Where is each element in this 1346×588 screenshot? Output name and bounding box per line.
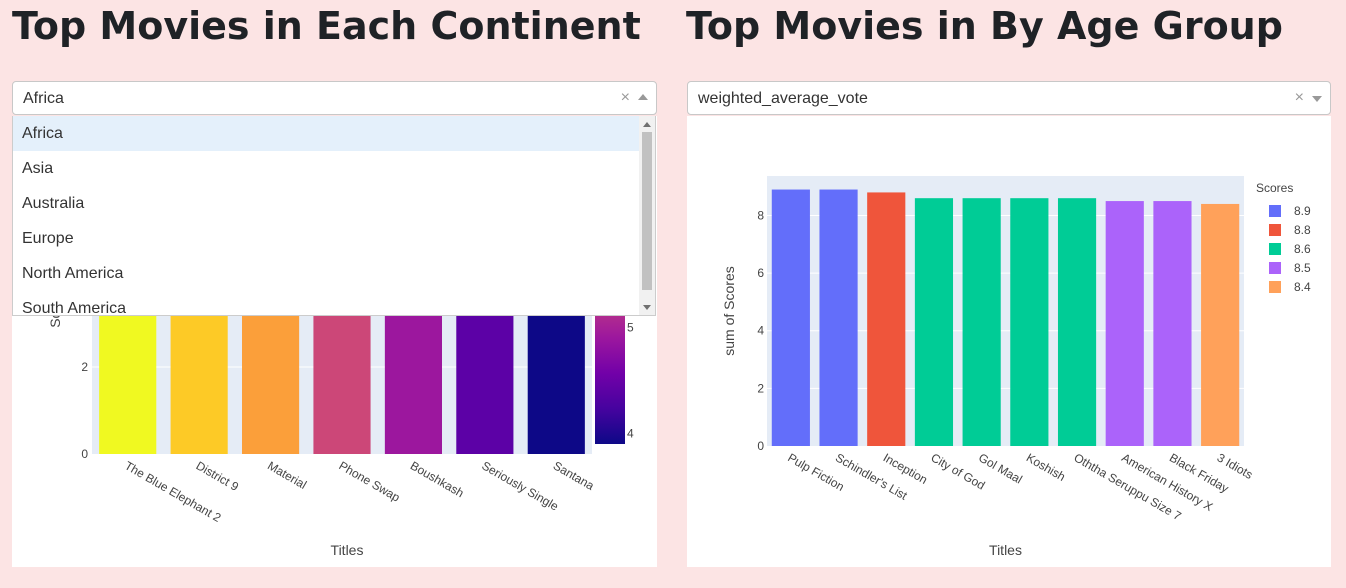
left-x-tick-label: Santana	[551, 458, 597, 493]
right-legend-label: 8.9	[1294, 204, 1311, 218]
right-y-tick-label: 8	[757, 208, 764, 222]
right-legend-swatch	[1269, 224, 1281, 236]
dropdown-option-australia[interactable]: Australia	[22, 195, 85, 212]
left-x-axis-title: Titles	[331, 542, 364, 558]
scroll-down-icon[interactable]	[643, 305, 651, 310]
metric-dropdown-value: weighted_average_vote	[698, 90, 868, 107]
clear-icon[interactable]: ×	[620, 89, 630, 106]
chevron-down-icon[interactable]	[1312, 96, 1322, 102]
left-x-tick-label: Material	[265, 458, 309, 491]
right-bar-inception	[867, 192, 906, 446]
scrollbar-thumb[interactable]	[642, 132, 652, 290]
dropdown-option-europe[interactable]: Europe	[22, 230, 74, 247]
scroll-up-icon[interactable]	[643, 122, 651, 127]
right-legend-title: Scores	[1256, 181, 1293, 195]
dropdown-scrollbar[interactable]	[639, 116, 655, 315]
clear-icon[interactable]: ×	[1294, 89, 1304, 106]
left-x-tick-label: Boushkash	[408, 458, 466, 500]
left-colorbar-tick-label: 5	[627, 320, 634, 334]
continent-dropdown-menu: Africa Asia Australia Europe North Ameri…	[12, 116, 656, 316]
dropdown-option-south-america[interactable]: South America	[22, 300, 127, 316]
metric-dropdown[interactable]: weighted_average_vote ×	[687, 81, 1331, 115]
right-legend-label: 8.6	[1294, 242, 1311, 256]
right-bar-3-idiots	[1201, 203, 1240, 446]
right-bar-gol-maal	[962, 198, 1001, 446]
right-y-tick-label: 0	[757, 439, 764, 453]
left-x-tick-label: Seriously Single	[479, 458, 561, 513]
right-y-axis-title: sum of Scores	[721, 266, 737, 355]
right-y-tick-label: 6	[757, 266, 764, 280]
left-title: Top Movies in Each Continent	[12, 4, 641, 48]
right-y-tick-label: 4	[757, 324, 764, 338]
right-y-tick-label: 2	[757, 381, 764, 395]
right-bar-koshish	[1010, 198, 1049, 446]
left-colorbar-tick-label: 4	[627, 426, 634, 440]
dropdown-option-north-america[interactable]: North America	[22, 265, 124, 282]
right-legend-swatch	[1269, 243, 1281, 255]
right-legend-swatch	[1269, 262, 1281, 274]
right-bar-oththa-seruppu-size-7	[1057, 198, 1097, 446]
dropdown-option-asia[interactable]: Asia	[22, 160, 54, 177]
left-y-tick-label: 0	[81, 447, 88, 461]
left-x-tick-label: District 9	[194, 458, 242, 494]
right-chart-panel: 0 2 4 6 8 Pulp Fiction Schindler's List Incepti…	[687, 116, 1331, 567]
right-legend-swatch	[1269, 281, 1281, 293]
right-legend-label: 8.5	[1294, 261, 1311, 275]
chevron-up-icon[interactable]	[638, 94, 648, 100]
continent-dropdown[interactable]: Africa ×	[12, 81, 657, 115]
right-bar-american-history-x	[1105, 201, 1144, 446]
right-legend-swatch	[1269, 205, 1281, 217]
right-legend-label: 8.4	[1294, 280, 1311, 294]
left-x-tick-label: Phone Swap	[337, 458, 403, 504]
dropdown-option-africa[interactable]: Africa	[13, 116, 639, 151]
continent-dropdown-value: Africa	[23, 90, 64, 107]
right-x-axis-title: Titles	[989, 542, 1022, 558]
right-bar-black-friday	[1153, 201, 1192, 446]
right-title: Top Movies in By Age Group	[686, 4, 1283, 48]
right-x-tick-label: Koshish	[1024, 450, 1068, 483]
right-bar-schindler-s-list	[819, 189, 858, 446]
left-y-tick-label: 2	[81, 360, 88, 374]
right-bar-city-of-god	[914, 198, 954, 446]
right-bar-pulp-fiction	[771, 189, 810, 446]
right-legend-label: 8.8	[1294, 223, 1311, 237]
